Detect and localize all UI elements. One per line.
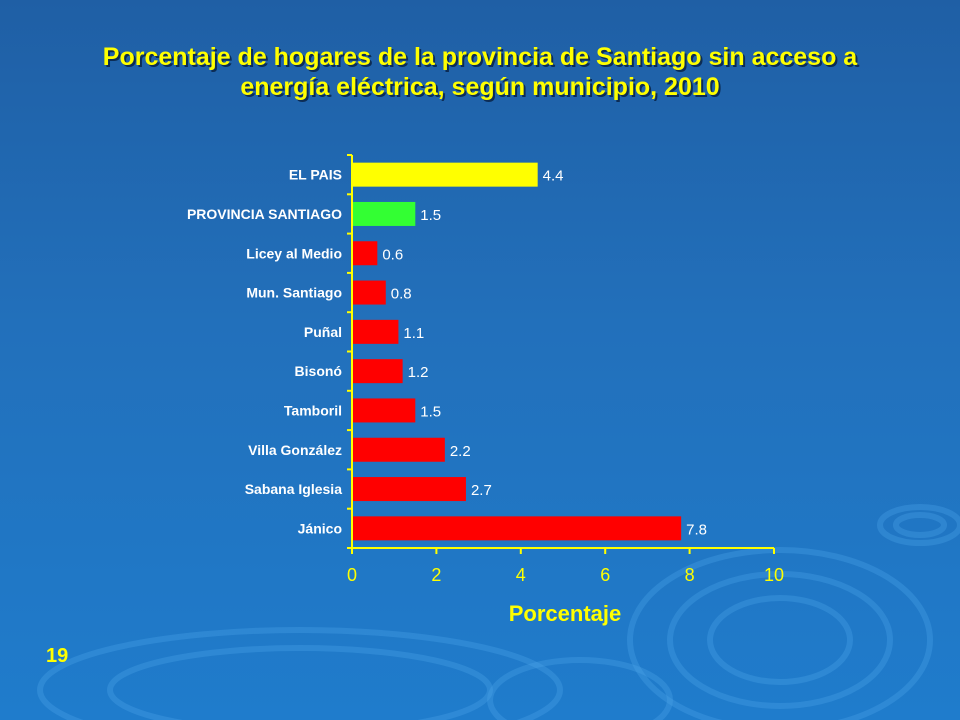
bar (353, 398, 416, 423)
x-axis-title: Porcentaje (509, 601, 622, 626)
category-label: PROVINCIA SANTIAGO (187, 206, 342, 222)
data-label: 2.2 (450, 443, 471, 460)
bar (353, 319, 399, 344)
slide-title: Porcentaje de hogares de la provincia de… (40, 42, 920, 102)
data-label: 1.2 (408, 364, 429, 381)
page-number: 19 (46, 645, 69, 667)
bar (353, 241, 378, 266)
bar (353, 201, 416, 226)
category-label: Villa González (248, 442, 342, 458)
category-label: Licey al Medio (246, 245, 342, 261)
bar (353, 280, 386, 305)
category-label: Jánico (298, 520, 342, 536)
bar (353, 359, 403, 384)
x-tick-label: 6 (600, 565, 610, 585)
data-label: 4.4 (543, 168, 564, 185)
bar (353, 162, 538, 187)
x-tick-label: 2 (431, 565, 441, 585)
data-label: 0.6 (382, 246, 403, 263)
data-label: 0.8 (391, 286, 412, 303)
data-label: 1.5 (420, 403, 441, 420)
bar (353, 437, 445, 462)
x-tick-label: 10 (764, 565, 784, 585)
data-label: 1.1 (403, 325, 424, 342)
category-label: Puñal (304, 324, 342, 340)
x-tick-label: 0 (347, 565, 357, 585)
data-label: 1.5 (420, 207, 441, 224)
x-tick-label: 8 (685, 565, 695, 585)
bar (353, 516, 682, 541)
category-label: Bisonó (295, 363, 342, 379)
data-label: 7.8 (686, 521, 707, 538)
title-line-1: Porcentaje de hogares de la provincia de… (102, 43, 858, 71)
data-label: 2.7 (471, 482, 492, 499)
title-line-2: energía eléctrica, según municipio, 2010 (240, 73, 720, 101)
category-label: Tamboril (284, 402, 342, 418)
category-label: Sabana Iglesia (245, 481, 342, 497)
category-label: EL PAIS (289, 167, 342, 183)
category-label: Mun. Santiago (246, 285, 342, 301)
bar (353, 477, 466, 502)
x-tick-label: 4 (516, 565, 526, 585)
